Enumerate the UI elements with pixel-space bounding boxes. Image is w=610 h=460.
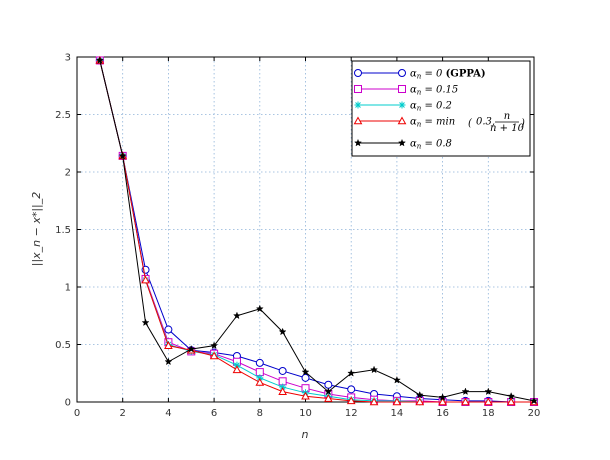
x-axis-label: n (302, 428, 309, 441)
marker-filled-star (438, 393, 447, 401)
marker-triangle (164, 341, 173, 349)
marker-circle (164, 325, 173, 334)
y-tick-label: 1.5 (55, 225, 71, 236)
marker-triangle (278, 387, 287, 395)
asterisk-stroke (399, 102, 405, 108)
asterisk-stroke (355, 102, 361, 108)
x-tick-label: 2 (120, 408, 126, 419)
marker-triangle (255, 377, 265, 386)
formula-first-arg: 0.3, (476, 117, 495, 128)
formula-paren-close: ) (520, 118, 525, 129)
marker-filled-star (301, 367, 310, 376)
x-tick-label: 10 (299, 408, 312, 419)
x-tick-label: 4 (165, 408, 171, 419)
marker-filled-star (324, 387, 333, 396)
x-tick-label: 16 (436, 408, 449, 419)
marker-filled-star (255, 304, 264, 313)
marker-triangle (438, 397, 447, 406)
marker-circle (255, 358, 264, 367)
marker-filled-star (141, 318, 150, 327)
series-5 (95, 56, 539, 405)
x-tick-label: 12 (345, 408, 358, 419)
marker-triangle (397, 116, 407, 125)
marker-triangle (324, 394, 333, 402)
x-tick-label: 20 (528, 408, 541, 419)
marker-filled-star (507, 392, 516, 400)
marker-filled-star (397, 138, 407, 147)
y-tick-label: 0 (65, 398, 71, 409)
marker-triangle (141, 275, 150, 284)
marker-triangle (415, 397, 425, 406)
marker-triangle (483, 397, 493, 406)
asterisk-stroke (279, 384, 286, 390)
x-tick-label: 0 (74, 408, 80, 419)
series-layer (95, 55, 539, 406)
marker-circle (278, 366, 287, 375)
legend-label: αn = min (410, 117, 455, 129)
y-tick-label: 0.5 (55, 340, 71, 351)
marker-asterisk (279, 383, 287, 391)
marker-filled-star (347, 369, 356, 377)
formula-numerator: n (504, 111, 510, 122)
legend-label: αn = 0.2 (410, 101, 452, 113)
marker-circle (398, 69, 406, 77)
marker-triangle (461, 397, 470, 406)
y-tick-label: 2.5 (55, 110, 71, 121)
marker-filled-star (278, 327, 287, 336)
marker-triangle (506, 397, 516, 406)
marker-circle (301, 373, 310, 382)
asterisk-stroke (256, 375, 263, 381)
marker-triangle (232, 365, 242, 374)
marker-triangle (346, 396, 356, 405)
marker-triangle (353, 116, 363, 125)
marker-filled-star (370, 365, 379, 374)
marker-filled-star (187, 344, 196, 353)
marker-triangle (209, 351, 219, 360)
marker-circle (324, 380, 333, 389)
legend-label: αn = 0.15 (410, 85, 458, 97)
marker-asterisk (398, 101, 406, 109)
marker-filled-star (95, 56, 104, 64)
formula-paren-open: ( (468, 118, 473, 129)
marker-square (398, 85, 406, 93)
legend-box (351, 60, 531, 157)
marker-filled-star (210, 341, 219, 350)
legend: αn = 0 (GPPA) αn = 0.15 αn = 0.2 αn = min (0… (351, 60, 531, 157)
marker-triangle (301, 391, 310, 400)
x-tick-label: 6 (211, 408, 217, 419)
marker-filled-star (415, 390, 424, 399)
marker-filled-star (164, 357, 173, 366)
marker-triangle (392, 397, 402, 406)
marker-filled-star (461, 387, 470, 396)
marker-filled-star (118, 151, 127, 160)
marker-filled-star (353, 138, 363, 147)
series-line (99, 60, 534, 403)
y-axis-label: ||x_n − x*||_2 (30, 192, 43, 267)
marker-square (354, 85, 362, 93)
asterisk-stroke (234, 362, 240, 369)
x-tick-label: 8 (257, 408, 263, 419)
series-line (99, 60, 535, 402)
legend-label: αn = 0 (GPPA) (410, 69, 486, 81)
marker-filled-star (232, 311, 241, 320)
legend-label: αn = 0.8 (410, 139, 452, 151)
marker-circle (354, 69, 362, 77)
x-tick-label: 14 (391, 408, 404, 419)
formula-denominator: n + 10 (490, 123, 525, 134)
y-tick-label: 2 (65, 168, 71, 179)
y-tick-label: 3 (65, 53, 71, 64)
y-tick-label: 1 (65, 283, 71, 294)
marker-filled-star (529, 396, 539, 405)
marker-triangle (369, 397, 379, 406)
x-tick-label: 18 (482, 408, 495, 419)
ticks: 0 2 4 6 8 10 12 14 16 18 20 0 0.5 1 1.5 2 2.5 3 (55, 53, 540, 420)
marker-circle (347, 385, 356, 394)
marker-filled-star (392, 375, 401, 384)
marker-asterisk (354, 101, 362, 109)
marker-filled-star (484, 387, 493, 396)
